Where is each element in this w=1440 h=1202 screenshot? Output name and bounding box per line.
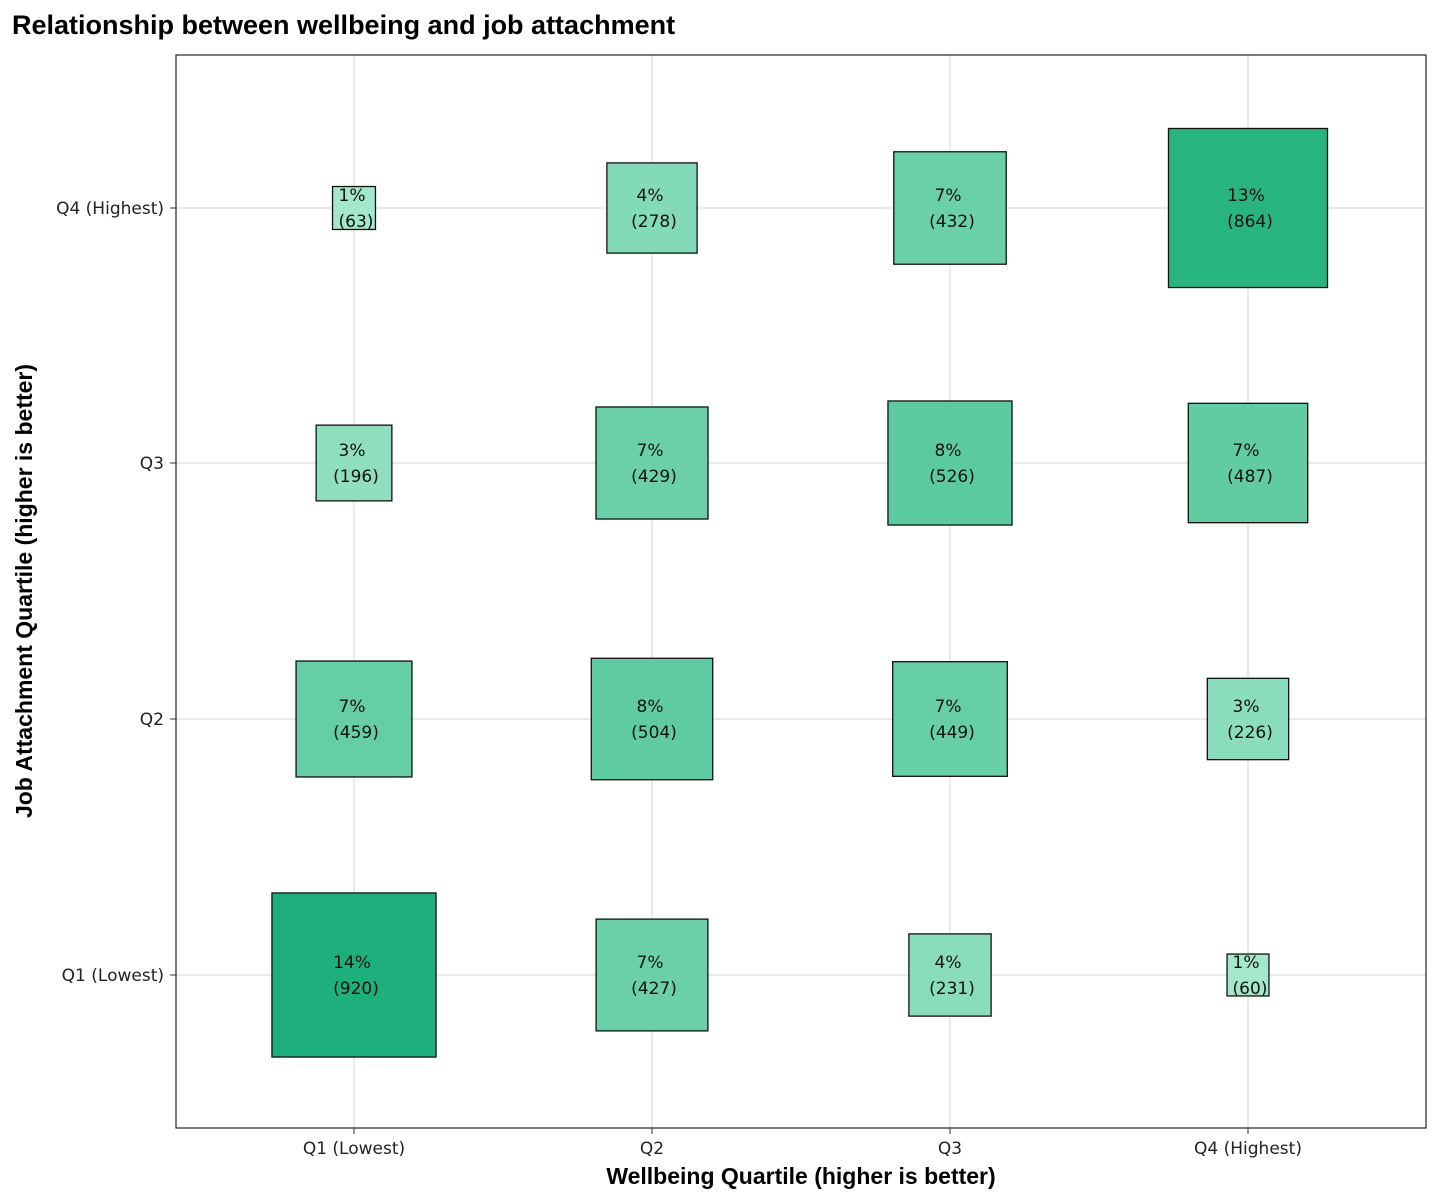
cell-count: (226) — [1227, 723, 1273, 743]
x-tick-label: Q3 — [938, 1139, 962, 1159]
cell: 14% (920) — [271, 892, 437, 1058]
cell-square — [331, 185, 377, 231]
cell-square — [893, 151, 1007, 265]
cell-square — [295, 660, 413, 778]
cell: 3% (196) — [315, 424, 393, 502]
y-tick-label: Q2 — [140, 710, 164, 730]
y-tick-label: Q1 (Lowest) — [62, 966, 164, 986]
cell-count: (429) — [631, 467, 677, 487]
cell: 3% (226) — [1206, 677, 1290, 761]
cell-square — [1167, 127, 1329, 289]
cell-square — [1206, 677, 1290, 761]
y-axis-title: Job Attachment Quartile (higher is bette… — [11, 364, 37, 818]
cell-percent: 8% — [935, 441, 962, 461]
cell-percent: 8% — [637, 697, 664, 717]
cell-percent: 13% — [1227, 186, 1265, 206]
plot-border — [175, 54, 1427, 1129]
cell-square — [590, 657, 714, 781]
cell-percent: 7% — [339, 697, 366, 717]
cell: 7% (432) — [893, 151, 1007, 265]
cell-percent: 1% — [1233, 953, 1260, 973]
cell-percent: 7% — [935, 697, 962, 717]
cell-square — [315, 424, 393, 502]
cell: 7% (459) — [295, 660, 413, 778]
cell-square — [606, 162, 698, 254]
cell-count: (432) — [929, 212, 975, 232]
cell-percent: 7% — [637, 441, 664, 461]
cell-percent: 1% — [339, 186, 366, 206]
cell-square — [595, 406, 709, 520]
cell: 7% (429) — [595, 406, 709, 520]
cells: 1% (63) 4% (278) 7% (432) 13% (864) 3% (196) 7% (42… — [271, 127, 1329, 1058]
cell-count: (427) — [631, 979, 677, 999]
cell: 8% (526) — [887, 400, 1013, 526]
cell: 1% (60) — [1226, 953, 1270, 999]
y-tick-label: Q4 (Highest) — [56, 199, 164, 219]
cell-square — [271, 892, 437, 1058]
cell-square — [595, 918, 709, 1032]
x-tick-label: Q4 (Highest) — [1194, 1139, 1302, 1159]
x-axis-title: Wellbeing Quartile (higher is better) — [606, 1163, 995, 1189]
cell: 4% (231) — [908, 933, 992, 1017]
cell-count: (449) — [929, 723, 975, 743]
cell-percent: 3% — [339, 441, 366, 461]
cell: 4% (278) — [606, 162, 698, 254]
cell-count: (459) — [333, 723, 379, 743]
cell: 13% (864) — [1167, 127, 1329, 289]
cell-count: (920) — [333, 979, 379, 999]
cell-square — [1226, 953, 1270, 997]
cell-percent: 7% — [637, 953, 664, 973]
cell-count: (278) — [631, 212, 677, 232]
cell-percent: 4% — [935, 953, 962, 973]
cell-percent: 7% — [935, 186, 962, 206]
cell-percent: 3% — [1233, 697, 1260, 717]
cell-count: (487) — [1227, 467, 1273, 487]
cell: 7% (449) — [892, 661, 1008, 777]
cell-count: (526) — [929, 467, 975, 487]
cell-square — [887, 400, 1013, 526]
cell-count: (504) — [631, 723, 677, 743]
cell-count: (63) — [339, 212, 374, 232]
chart-title: Relationship between wellbeing and job a… — [12, 10, 675, 40]
y-axis: Q1 (Lowest) Q2 Q3 Q4 (Highest) — [56, 199, 176, 986]
cell-count: (231) — [929, 979, 975, 999]
x-axis: Q1 (Lowest) Q2 Q3 Q4 (Highest) — [303, 1128, 1302, 1159]
cell-percent: 14% — [333, 953, 371, 973]
cell-count: (196) — [333, 467, 379, 487]
cell-count: (864) — [1227, 212, 1273, 232]
cell: 8% (504) — [590, 657, 714, 781]
cell-square — [1187, 402, 1309, 524]
y-tick-label: Q3 — [140, 454, 164, 474]
x-tick-label: Q1 (Lowest) — [303, 1139, 405, 1159]
cell: 1% (63) — [331, 185, 377, 232]
cell-square — [892, 661, 1008, 777]
cell-count: (60) — [1233, 979, 1268, 999]
cell-percent: 7% — [1233, 441, 1260, 461]
x-tick-label: Q2 — [640, 1139, 664, 1159]
cell: 7% (427) — [595, 918, 709, 1032]
cell-square — [908, 933, 992, 1017]
cell-percent: 4% — [637, 186, 664, 206]
cell: 7% (487) — [1187, 402, 1309, 524]
